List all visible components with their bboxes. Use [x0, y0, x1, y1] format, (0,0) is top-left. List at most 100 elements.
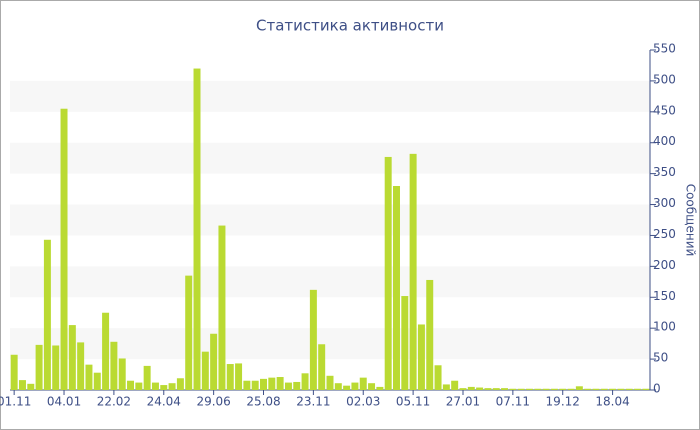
grid-band	[10, 142, 650, 174]
bar	[27, 383, 35, 390]
bar	[35, 344, 43, 390]
y-tick-label: 100	[653, 320, 676, 334]
grid-band	[10, 266, 650, 298]
bar	[459, 388, 467, 390]
bar	[226, 364, 234, 390]
bar	[509, 388, 517, 390]
bar	[301, 373, 309, 390]
x-tick-label: 24.04	[147, 395, 181, 409]
bar	[467, 386, 475, 390]
bar	[559, 388, 567, 390]
bar	[575, 386, 583, 390]
bar	[143, 365, 151, 390]
bar	[60, 108, 68, 391]
bar	[434, 365, 442, 390]
bar	[260, 378, 267, 390]
bar	[68, 325, 76, 390]
y-tick-label: 500	[653, 72, 676, 86]
bar	[343, 385, 351, 390]
bar	[384, 156, 392, 390]
bar	[18, 380, 26, 390]
y-tick-label: 350	[653, 165, 676, 179]
bar	[368, 383, 376, 390]
bar	[210, 333, 218, 390]
bar	[592, 388, 600, 390]
bar	[93, 372, 101, 390]
bar	[617, 388, 625, 390]
x-tick-label: 29.06	[196, 395, 230, 409]
bar	[102, 312, 110, 390]
bar	[218, 225, 226, 390]
bar	[634, 388, 642, 390]
x-tick-label: 05.11	[396, 395, 430, 409]
bar	[476, 387, 484, 390]
bar	[110, 341, 118, 390]
bar	[85, 364, 93, 390]
bar	[351, 382, 359, 390]
x-tick-label: 22.02	[97, 395, 131, 409]
bar	[376, 386, 384, 390]
bar	[309, 289, 317, 390]
y-tick-label: 450	[653, 103, 676, 117]
bar	[243, 380, 251, 390]
bar	[193, 68, 201, 390]
y-tick-label: 250	[653, 227, 676, 241]
x-tick-label: 01.11	[0, 395, 31, 409]
x-tick-label: 02.03	[346, 395, 380, 409]
x-tick-label: 18.04	[595, 395, 629, 409]
x-tick-label: 07.11	[496, 395, 530, 409]
bar	[417, 324, 425, 390]
bar	[442, 384, 450, 390]
bar	[201, 351, 209, 390]
bar	[625, 388, 633, 390]
y-tick-label: 0	[653, 382, 661, 396]
y-tick-label: 550	[653, 42, 676, 56]
x-tick-label: 23.11	[296, 395, 330, 409]
bar	[642, 388, 650, 390]
bar	[235, 363, 243, 390]
y-axis-title: Сообщений	[684, 184, 698, 257]
grid-band	[10, 80, 650, 112]
bar	[517, 388, 525, 390]
chart-title: Статистика активности	[256, 17, 444, 35]
bar	[426, 279, 434, 390]
bar	[293, 381, 301, 390]
bar	[10, 354, 18, 390]
bar	[359, 377, 367, 390]
bar	[525, 388, 533, 390]
bar	[609, 388, 617, 390]
y-tick-label: 150	[653, 289, 676, 303]
bar	[334, 383, 342, 390]
bar	[176, 378, 184, 390]
x-tick-label: 04.01	[47, 395, 81, 409]
x-tick-label: 19.12	[546, 395, 580, 409]
bar	[151, 382, 159, 390]
bar	[77, 342, 85, 390]
bar	[251, 380, 259, 390]
bar	[492, 388, 500, 390]
bar	[52, 345, 60, 390]
bar	[584, 388, 592, 390]
y-tick-label: 50	[653, 351, 668, 365]
bar	[118, 358, 126, 390]
bar	[451, 380, 459, 390]
bar	[326, 375, 334, 390]
bar	[550, 388, 558, 390]
bar	[268, 377, 276, 390]
bar	[393, 186, 400, 390]
bar	[135, 382, 143, 390]
bar	[401, 296, 409, 390]
bar	[484, 388, 492, 390]
bar	[284, 382, 292, 390]
bar	[276, 377, 284, 390]
bar	[542, 388, 550, 390]
bar	[168, 383, 176, 390]
bar	[409, 153, 417, 390]
y-tick-label: 300	[653, 196, 676, 210]
bar	[43, 239, 51, 390]
bar	[185, 275, 193, 390]
bar	[318, 344, 326, 390]
bar	[534, 388, 542, 390]
